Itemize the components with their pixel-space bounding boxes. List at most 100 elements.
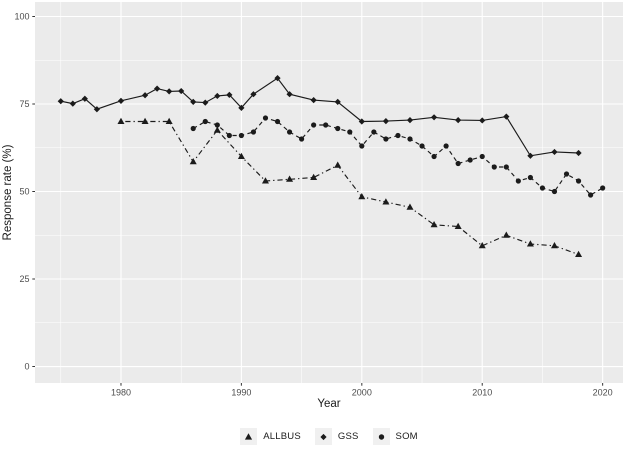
triangle-icon — [245, 432, 253, 440]
series-marker-gss — [382, 118, 389, 125]
series-marker-gss — [274, 74, 281, 82]
series-marker-allbus — [189, 158, 197, 165]
series-marker-gss — [57, 98, 64, 105]
series-marker-gss — [358, 118, 365, 125]
series-marker-som — [551, 188, 558, 195]
series-marker-som — [383, 136, 389, 142]
series-marker-allbus — [575, 250, 583, 258]
series-marker-gss — [527, 152, 534, 159]
legend: ALLBUS GSS SOM — [35, 426, 623, 446]
x-tick-label: 2010 — [472, 388, 492, 398]
series-marker-som — [262, 115, 269, 121]
series-marker-allbus — [237, 152, 245, 160]
legend-key-allbus — [240, 427, 258, 445]
series-marker-som — [443, 143, 449, 149]
series-marker-gss — [575, 149, 582, 157]
series-marker-gss — [238, 104, 245, 111]
series-marker-som — [286, 129, 293, 135]
series-marker-som — [299, 136, 305, 142]
diamond-icon — [320, 433, 327, 440]
series-marker-allbus — [382, 198, 390, 205]
series-marker-som — [274, 118, 281, 125]
series-marker-som — [347, 129, 353, 135]
series-marker-som — [455, 160, 461, 167]
y-tick-label: 25 — [19, 274, 29, 284]
series-marker-gss — [551, 148, 558, 156]
series-marker-allbus — [286, 175, 294, 182]
series-marker-allbus — [310, 173, 318, 181]
series-marker-allbus — [358, 193, 366, 200]
series-marker-gss — [166, 88, 173, 95]
series-marker-gss — [154, 85, 161, 92]
series-marker-gss — [81, 95, 88, 102]
series-marker-gss — [455, 116, 462, 124]
series-marker-allbus — [478, 242, 486, 249]
series-marker-som — [563, 171, 570, 177]
x-tick-label: 2000 — [352, 388, 372, 398]
triangle-glyph — [245, 432, 253, 440]
legend-key-gss — [314, 427, 332, 445]
x-axis-title: Year — [317, 398, 341, 410]
series-marker-gss — [178, 87, 185, 95]
series-marker-allbus — [406, 203, 414, 210]
series-marker-gss — [93, 106, 100, 113]
series-marker-som — [371, 129, 377, 135]
x-tick-label: 2020 — [593, 388, 613, 398]
series-marker-allbus — [117, 117, 125, 124]
series-marker-gss — [117, 97, 125, 104]
series-marker-gss — [69, 100, 76, 107]
series-marker-allbus — [526, 240, 534, 247]
series-marker-som — [588, 192, 594, 198]
series-marker-som — [395, 132, 401, 139]
series-marker-allbus — [454, 222, 462, 230]
legend-item-allbus: ALLBUS — [240, 427, 301, 445]
series-marker-som — [467, 157, 473, 163]
series-marker-som — [527, 174, 533, 181]
y-tick-label: 100 — [14, 12, 29, 22]
series-marker-som — [323, 122, 329, 128]
series-marker-som — [214, 122, 220, 128]
series-marker-som — [575, 178, 582, 184]
series-marker-allbus — [550, 242, 558, 249]
series-marker-gss — [334, 98, 341, 105]
circle-glyph — [378, 433, 384, 440]
series-marker-gss — [479, 117, 486, 124]
y-tick-label: 50 — [19, 187, 29, 197]
x-tick-label: 1990 — [231, 388, 251, 398]
series-marker-gss — [141, 92, 149, 99]
legend-label-som: SOM — [395, 430, 418, 442]
series-marker-som — [238, 132, 244, 139]
y-tick-label: 75 — [19, 99, 29, 109]
series-marker-gss — [310, 97, 317, 104]
series-marker-gss — [202, 99, 209, 106]
series-marker-gss — [190, 98, 197, 105]
series-line-allbus — [121, 120, 579, 256]
series-marker-allbus — [334, 161, 342, 168]
legend-label-allbus: ALLBUS — [263, 430, 301, 442]
chart-panel — [35, 2, 623, 383]
series-marker-gss — [214, 92, 221, 100]
series-marker-gss — [250, 91, 257, 98]
series-marker-allbus — [213, 126, 221, 133]
series-marker-gss — [503, 113, 510, 120]
y-tick-label: 0 — [24, 362, 29, 372]
series-marker-som — [491, 164, 497, 170]
series-marker-som — [190, 125, 196, 132]
series-marker-allbus — [165, 117, 173, 124]
legend-label-gss: GSS — [337, 430, 359, 442]
series-marker-som — [419, 143, 425, 149]
x-tick-label: 1980 — [111, 388, 131, 398]
series-marker-som — [515, 178, 521, 184]
series-marker-allbus — [430, 221, 438, 228]
series-marker-som — [539, 185, 546, 191]
series-marker-som — [359, 143, 365, 149]
series-marker-gss — [226, 91, 233, 98]
series-marker-allbus — [141, 117, 149, 124]
series-marker-som — [431, 153, 437, 160]
series-marker-som — [335, 125, 341, 132]
series-marker-allbus — [261, 177, 269, 184]
legend-key-som — [372, 427, 390, 445]
series-marker-allbus — [502, 231, 510, 238]
